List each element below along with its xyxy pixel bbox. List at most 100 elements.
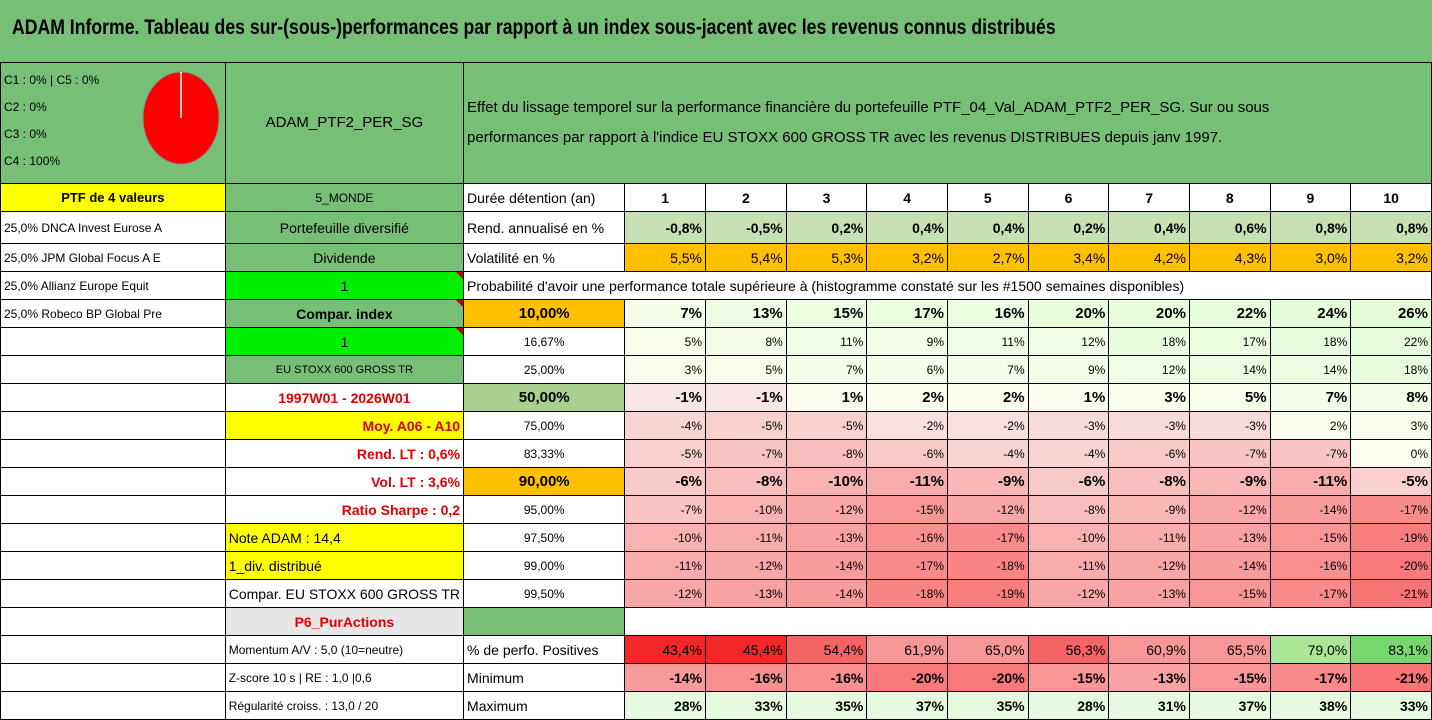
percentile-value: -10% — [785, 467, 868, 496]
long-term-volatility: Vol. LT : 3,6% — [224, 467, 465, 496]
percentile-value: 3% — [1108, 383, 1190, 412]
percentile-value: 1% — [785, 383, 868, 412]
annual-return: 0,4% — [866, 211, 948, 244]
percentile-value: -8% — [705, 467, 787, 496]
table-row: 1 16,67% 5% 8% 11% 9% 11% 12% 18% 17% 18% 22% — [0, 327, 1432, 356]
percentile-value: -13% — [705, 579, 787, 608]
percentile-value: 9% — [866, 327, 948, 356]
percentile-value: -12% — [1188, 495, 1271, 524]
percentile-value: -12% — [624, 579, 707, 608]
percentile-value: -11% — [1269, 467, 1352, 496]
empty-cell — [0, 467, 226, 496]
percentile-threshold: 99,00% — [463, 551, 626, 580]
empty-cell — [1351, 608, 1432, 636]
table-row: 25,0% Robeco BP Global Pre Compar. index 1… — [0, 299, 1432, 328]
dividend-label: Dividende — [224, 243, 465, 272]
percentile-value: -10% — [624, 523, 707, 552]
table-row: 25,0% Allianz Europe Equit 1 Probabilité d… — [0, 271, 1432, 300]
minimum-value: -20% — [866, 663, 948, 692]
percentile-value: -12% — [705, 551, 787, 580]
pie-legend-c1-c5: C1 : 0% | C5 : 0% — [4, 73, 100, 87]
positive-pct: 54,4% — [785, 635, 868, 664]
empty-cell — [0, 579, 226, 608]
annual-return: -0,8% — [624, 211, 707, 244]
regularity-label: Régularité croiss. : 13,0 / 20 — [224, 691, 465, 720]
percentile-value: 8% — [1350, 383, 1432, 412]
table-row: Compar. EU STOXX 600 GROSS TR 99,50% -12% -… — [0, 579, 1432, 608]
empty-cell — [0, 607, 226, 636]
percentile-value: -9% — [1188, 467, 1271, 496]
annual-return: 0,8% — [1269, 211, 1352, 244]
index-name: EU STOXX 600 GROSS TR — [224, 355, 465, 384]
maximum-value: 35% — [946, 691, 1029, 720]
maximum-value: 31% — [1108, 691, 1190, 720]
percentile-value: 18% — [1350, 355, 1432, 384]
percentile-value: 11% — [946, 327, 1029, 356]
percentile-value: -9% — [946, 467, 1029, 496]
percentile-value: -6% — [624, 467, 707, 496]
percentile-value: -1% — [705, 383, 787, 412]
percentile-value: 18% — [1108, 327, 1190, 356]
table-row: EU STOXX 600 GROSS TR 25,00% 3% 5% 7% 6% 7% 9% 1… — [0, 355, 1432, 384]
empty-cell — [0, 411, 226, 440]
adam-score: Note ADAM : 14,4 — [224, 523, 465, 552]
percentile-value: -14% — [785, 579, 868, 608]
percentile-value: -5% — [705, 411, 787, 440]
percentile-value: -12% — [946, 495, 1029, 524]
percentile-value: 3% — [1350, 411, 1432, 440]
percentile-value: -11% — [1108, 523, 1190, 552]
positive-pct: 56,3% — [1027, 635, 1110, 664]
flag-one: 1 — [224, 271, 465, 300]
table-row: Ratio Sharpe : 0,2 95,00% -7% -10% -12% -15% -… — [0, 495, 1432, 524]
empty-cell — [1270, 608, 1351, 636]
percentile-value: -7% — [624, 495, 707, 524]
percentile-value: 5% — [705, 355, 787, 384]
duration-year: 4 — [866, 183, 948, 212]
maximum-value: 28% — [624, 691, 707, 720]
annual-return: 0,6% — [1188, 211, 1271, 244]
compare-index-label: Compar. index — [224, 299, 465, 328]
percentile-value: 12% — [1027, 327, 1110, 356]
percentile-value: 1% — [1027, 383, 1110, 412]
duration-year: 5 — [946, 183, 1029, 212]
percentile-value: 24% — [1269, 299, 1352, 328]
percentile-value: -13% — [1108, 579, 1190, 608]
pie-legend-c3: C3 : 0% — [4, 127, 47, 141]
percentile-value: 7% — [946, 355, 1029, 384]
maximum-label: Maximum — [463, 691, 626, 720]
percentile-value: -17% — [1269, 579, 1352, 608]
percentile-threshold: 99,50% — [463, 579, 626, 608]
annual-return: 0,4% — [1108, 211, 1190, 244]
positive-pct: 79,0% — [1269, 635, 1352, 664]
percentile-value: 11% — [785, 327, 868, 356]
minimum-value: -13% — [1108, 663, 1190, 692]
zscore-label: Z-score 10 s | RE : 1,0 |0,6 — [224, 663, 465, 692]
momentum-label: Momentum A/V : 5,0 (10=neutre) — [224, 635, 465, 664]
percentile-value: 7% — [785, 355, 868, 384]
percentile-value: -5% — [785, 411, 868, 440]
percentile-value: -3% — [1108, 411, 1190, 440]
percentile-value: 18% — [1269, 327, 1352, 356]
percentile-value: -4% — [624, 411, 707, 440]
percentile-value: 20% — [1027, 299, 1110, 328]
percentile-value: 9% — [1027, 355, 1110, 384]
percentile-value: 0% — [1350, 439, 1432, 468]
empty-cell — [0, 327, 226, 356]
empty-cell — [1109, 608, 1190, 636]
percentile-value: -5% — [624, 439, 707, 468]
positive-pct: 60,9% — [1108, 635, 1190, 664]
percentile-value: -19% — [946, 579, 1029, 608]
portfolio-count: PTF de 4 valeurs — [0, 183, 226, 212]
duration-year: 7 — [1108, 183, 1190, 212]
minimum-value: -20% — [946, 663, 1029, 692]
percentile-value: -6% — [1027, 467, 1110, 496]
description-line-2: performances par rapport à l'indice EU S… — [467, 129, 1223, 146]
table-row: 1997W01 - 2026W01 50,00% -1% -1% 1% 2% 2% 1% 3% 5… — [0, 383, 1432, 412]
empty-cell — [0, 635, 226, 664]
percentile-value: -12% — [785, 495, 868, 524]
positive-pct: 83,1% — [1350, 635, 1432, 664]
maximum-value: 33% — [705, 691, 787, 720]
percentile-value: -6% — [1108, 439, 1190, 468]
minimum-label: Minimum — [463, 663, 626, 692]
percentile-threshold: 97,50% — [463, 523, 626, 552]
